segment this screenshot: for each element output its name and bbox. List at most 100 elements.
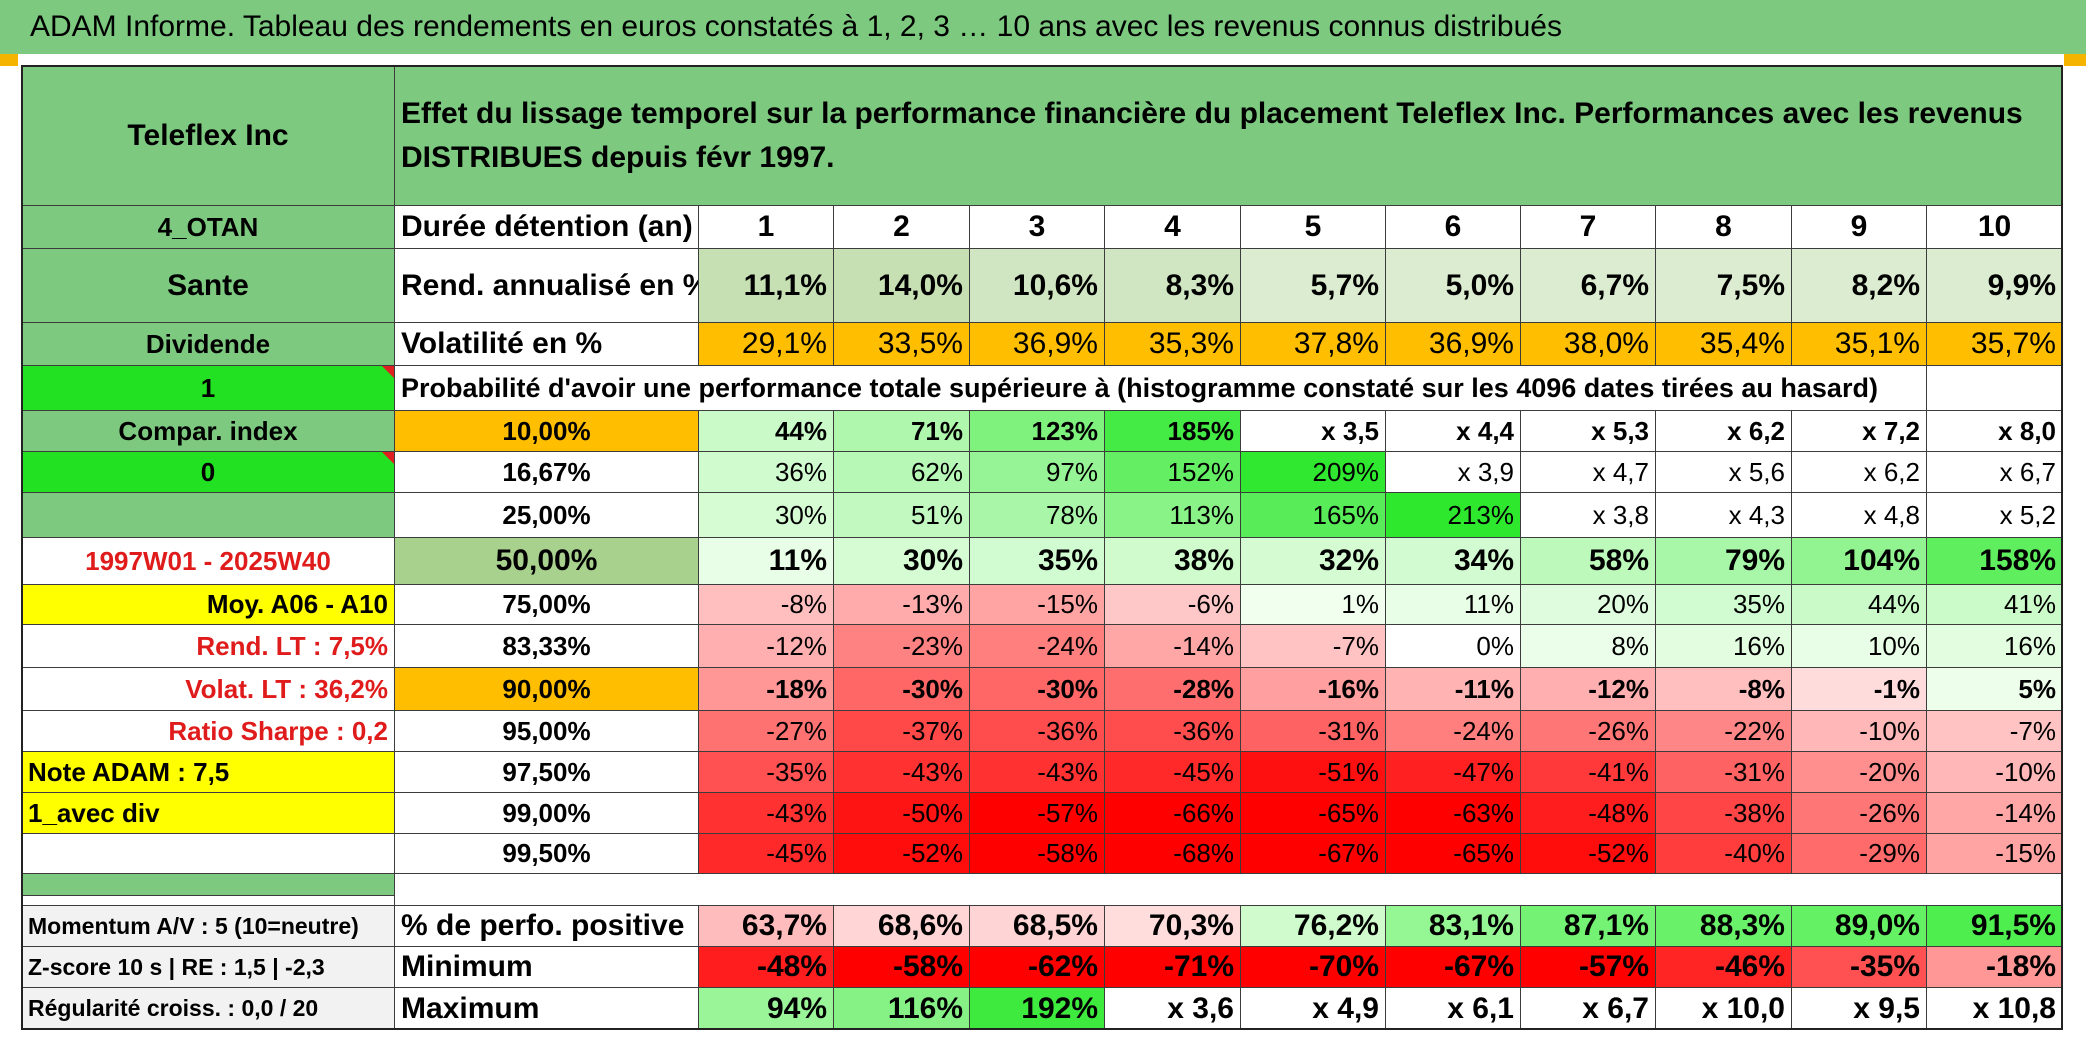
proba-value: -38% — [1656, 793, 1792, 834]
vol-value: 36,9% — [970, 323, 1105, 366]
proba-value: 78% — [970, 493, 1105, 538]
min-value: -58% — [834, 947, 970, 988]
proba-value: 97% — [970, 452, 1105, 493]
proba-value: 16% — [1656, 625, 1792, 668]
flag-1: 1 — [22, 366, 395, 411]
proba-value: 32% — [1241, 538, 1386, 585]
vol-value: 35,4% — [1656, 323, 1792, 366]
perf-value: 68,6% — [834, 906, 970, 947]
proba-value: 1% — [1241, 585, 1386, 625]
proba-value: 36% — [699, 452, 834, 493]
spacer-green — [22, 874, 395, 896]
proba-value: -35% — [699, 752, 834, 793]
proba-value: -7% — [1241, 625, 1386, 668]
proba-value: -30% — [834, 668, 970, 711]
proba-value: x 4,3 — [1656, 493, 1792, 538]
duree-label: Durée détention (an) — [395, 206, 699, 249]
proba-threshold: 25,00% — [395, 493, 699, 538]
proba-value: -10% — [1792, 711, 1927, 752]
volat-lt-label: Volat. LT : 36,2% — [22, 668, 395, 711]
proba-value: 10% — [1792, 625, 1927, 668]
proba-value: -50% — [834, 793, 970, 834]
proba-value: -11% — [1386, 668, 1521, 711]
vol-value: 29,1% — [699, 323, 834, 366]
rend-value: 7,5% — [1656, 249, 1792, 323]
proba-value: x 5,3 — [1521, 411, 1656, 452]
min-value: -18% — [1927, 947, 2063, 988]
year-header: 1 — [699, 206, 834, 249]
perf-value: 76,2% — [1241, 906, 1386, 947]
proba-threshold: 75,00% — [395, 585, 699, 625]
proba-value: -8% — [1656, 668, 1792, 711]
max-value: x 3,6 — [1105, 988, 1241, 1030]
rend-value: 5,0% — [1386, 249, 1521, 323]
year-header: 7 — [1521, 206, 1656, 249]
proba-value: -45% — [699, 834, 834, 874]
spacer — [22, 896, 395, 906]
empty-cell — [1927, 366, 2063, 411]
asset-sector: Sante — [22, 249, 395, 323]
proba-value: -24% — [970, 625, 1105, 668]
year-header: 9 — [1792, 206, 1927, 249]
proba-value: -18% — [699, 668, 834, 711]
proba-value: x 4,4 — [1386, 411, 1521, 452]
proba-value: x 4,7 — [1521, 452, 1656, 493]
proba-value: -8% — [699, 585, 834, 625]
proba-value: -43% — [970, 752, 1105, 793]
proba-value: -51% — [1241, 752, 1386, 793]
proba-value: x 6,2 — [1656, 411, 1792, 452]
corner-marker-left — [0, 54, 18, 66]
rend-value: 8,2% — [1792, 249, 1927, 323]
perf-value: 87,1% — [1521, 906, 1656, 947]
year-header: 10 — [1927, 206, 2063, 249]
moy-label: Moy. A06 - A10 — [22, 585, 395, 625]
page-title: ADAM Informe. Tableau des rendements en … — [0, 0, 2086, 54]
proba-value: 35% — [970, 538, 1105, 585]
rend-label: Rend. annualisé en % — [395, 249, 699, 323]
rend-value: 8,3% — [1105, 249, 1241, 323]
year-header: 8 — [1656, 206, 1792, 249]
proba-value: 44% — [1792, 585, 1927, 625]
rend-value: 9,9% — [1927, 249, 2063, 323]
vol-value: 38,0% — [1521, 323, 1656, 366]
avec-div-label: 1_avec div — [22, 793, 395, 834]
min-value: -70% — [1241, 947, 1386, 988]
spacer — [395, 874, 2063, 906]
note-adam-label: Note ADAM : 7,5 — [22, 752, 395, 793]
vol-value: 36,9% — [1386, 323, 1521, 366]
proba-threshold: 90,00% — [395, 668, 699, 711]
min-label: Minimum — [395, 947, 699, 988]
proba-value: -36% — [1105, 711, 1241, 752]
proba-value: 20% — [1521, 585, 1656, 625]
proba-value: -36% — [970, 711, 1105, 752]
perf-value: 91,5% — [1927, 906, 2063, 947]
rend-value: 11,1% — [699, 249, 834, 323]
proba-value: -31% — [1241, 711, 1386, 752]
proba-value: 11% — [1386, 585, 1521, 625]
proba-threshold: 16,67% — [395, 452, 699, 493]
proba-value: x 3,8 — [1521, 493, 1656, 538]
perf-value: 83,1% — [1386, 906, 1521, 947]
max-value: x 6,1 — [1386, 988, 1521, 1030]
proba-value: -29% — [1792, 834, 1927, 874]
proba-value: 104% — [1792, 538, 1927, 585]
proba-value: -15% — [970, 585, 1105, 625]
proba-value: 58% — [1521, 538, 1656, 585]
proba-value: -12% — [699, 625, 834, 668]
proba-value: -30% — [970, 668, 1105, 711]
rend-value: 6,7% — [1521, 249, 1656, 323]
min-value: -71% — [1105, 947, 1241, 988]
rend-value: 5,7% — [1241, 249, 1386, 323]
flag-0: 0 — [22, 452, 395, 493]
proba-value: -15% — [1927, 834, 2063, 874]
proba-value: -10% — [1927, 752, 2063, 793]
proba-value: -23% — [834, 625, 970, 668]
corner-marker-right — [2064, 54, 2086, 66]
compar-index-label: Compar. index — [22, 411, 395, 452]
proba-value: x 3,9 — [1386, 452, 1521, 493]
proba-value: x 8,0 — [1927, 411, 2063, 452]
min-value: -35% — [1792, 947, 1927, 988]
proba-value: -7% — [1927, 711, 2063, 752]
proba-value: -12% — [1521, 668, 1656, 711]
min-value: -67% — [1386, 947, 1521, 988]
